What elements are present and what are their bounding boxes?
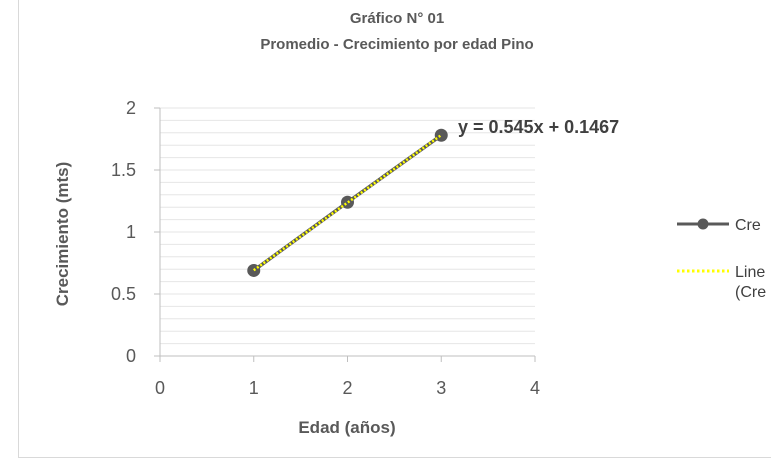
legend-trendline-label-2: (Cre — [735, 284, 766, 301]
axes — [154, 107, 536, 362]
chart-frame — [18, 0, 771, 458]
x-tick-label: 2 — [342, 378, 352, 398]
legend-series-label: Cre — [735, 217, 761, 234]
x-tick-label: 1 — [249, 378, 259, 398]
y-tick-label: 2 — [126, 98, 136, 118]
y-tick-label: 1 — [126, 222, 136, 242]
legend-trendline-label-1: Line — [735, 264, 765, 281]
x-tick-label: 4 — [530, 378, 540, 398]
trendline — [253, 134, 442, 272]
y-tick-label: 1.5 — [111, 160, 136, 180]
y-tick-label: 0 — [126, 346, 136, 366]
x-tick-label: 3 — [436, 378, 446, 398]
tick-labels: 0 1 2 3 4 0 0.5 1 1.5 2 — [111, 98, 540, 398]
series — [247, 128, 448, 277]
chart-title: Gráfico N° 01 — [350, 10, 444, 27]
trendline-equation: y = 0.545x + 0.1467 — [458, 117, 619, 137]
legend-series-marker — [697, 218, 709, 230]
data-point — [247, 263, 261, 277]
chart-subtitle: Promedio - Crecimiento por edad Pino — [260, 36, 533, 53]
y-axis-title: Crecimiento (mts) — [53, 162, 72, 307]
y-tick-label: 0.5 — [111, 284, 136, 304]
legend: Cre Line (Cre — [677, 217, 766, 301]
data-point — [434, 128, 448, 142]
x-axis-title: Edad (años) — [298, 418, 395, 437]
x-tick-label: 0 — [155, 378, 165, 398]
grid — [160, 107, 535, 345]
